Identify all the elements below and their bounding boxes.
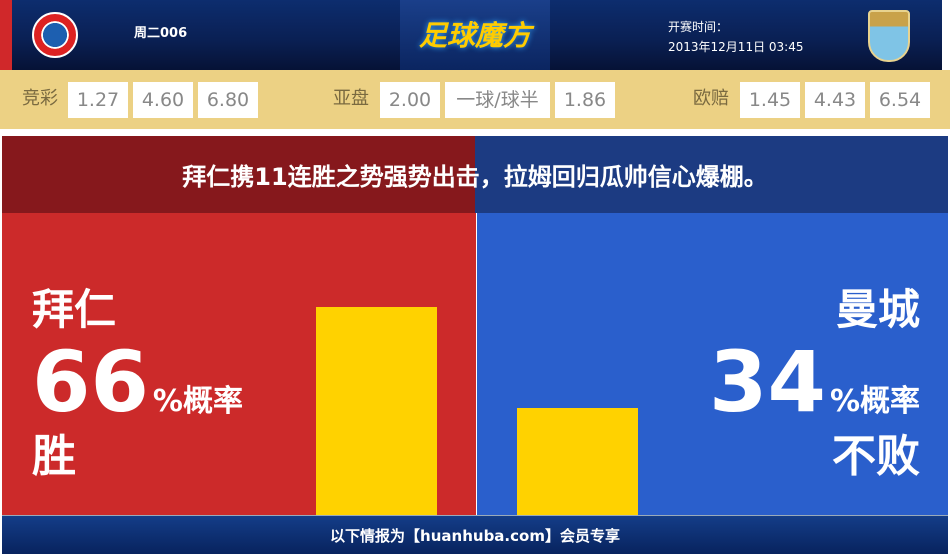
- yapan-odds-home: 2.00: [380, 82, 440, 118]
- header-edge-right: [942, 0, 950, 70]
- yapan-handicap: 一球/球半: [445, 82, 550, 118]
- home-prediction: 拜仁 66 %概率 胜: [32, 285, 243, 483]
- home-percent: 66: [32, 333, 149, 431]
- jingcai-odds-loss: 6.80: [198, 82, 258, 118]
- headline: 拜仁携11连胜之势强势出击，拉姆回归瓜帅信心爆棚。: [2, 136, 948, 213]
- oupei-label: 欧赔: [693, 88, 729, 109]
- match-number: 周二006: [134, 26, 188, 41]
- oupei-odds-win: 1.45: [740, 82, 800, 118]
- home-team-name: 拜仁: [32, 285, 117, 334]
- home-team-crest: [32, 12, 78, 58]
- oupei-odds-draw: 4.43: [805, 82, 865, 118]
- jingcai-label: 竞彩: [22, 88, 58, 109]
- home-percent-suffix: %概率: [152, 384, 243, 419]
- members-only-banner[interactable]: 以下情报为【huanhuba.com】会员专享: [2, 515, 948, 554]
- kickoff-time: 2013年12月11日 03:45: [668, 40, 804, 54]
- home-percent-row: 66 %概率: [32, 339, 243, 425]
- away-outcome: 不败: [832, 431, 920, 482]
- jingcai-odds-win: 1.27: [68, 82, 128, 118]
- away-team-name: 曼城: [835, 285, 920, 334]
- jingcai-odds-draw: 4.60: [133, 82, 193, 118]
- away-percent-suffix: %概率: [829, 384, 920, 419]
- home-panel: 拜仁 66 %概率 胜: [2, 213, 476, 515]
- header-edge-left: [0, 0, 12, 70]
- kickoff-label: 开赛时间：: [668, 20, 729, 34]
- oupei-odds-loss: 6.54: [870, 82, 930, 118]
- away-probability-bar: [517, 407, 638, 515]
- match-header: 周二006 足球魔方 开赛时间： 2013年12月11日 03:45: [0, 0, 950, 70]
- site-logo: 足球魔方: [400, 0, 550, 70]
- home-outcome: 胜: [32, 431, 76, 482]
- away-prediction: 曼城 34 %概率 不败: [709, 285, 920, 483]
- away-team-crest: [868, 10, 910, 62]
- yapan-label: 亚盘: [333, 88, 369, 109]
- away-percent: 34: [709, 333, 826, 431]
- away-panel: 曼城 34 %概率 不败: [477, 213, 948, 515]
- yapan-odds-away: 1.86: [555, 82, 615, 118]
- away-percent-row: 34 %概率: [709, 339, 920, 425]
- home-probability-bar: [316, 307, 437, 515]
